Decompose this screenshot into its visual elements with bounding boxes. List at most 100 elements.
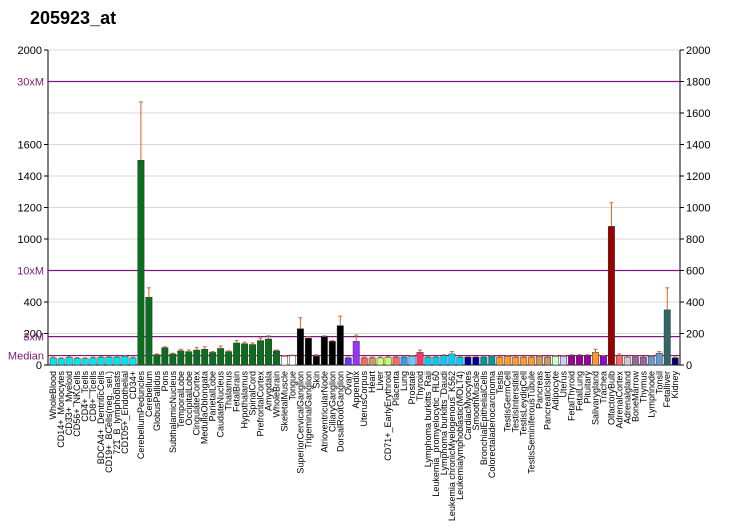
bar (615, 355, 623, 366)
category-label: PancreaticIslet (543, 371, 553, 431)
bar (480, 356, 488, 366)
bar (488, 356, 496, 366)
bar (504, 356, 512, 366)
bar (408, 356, 416, 366)
bar (225, 351, 233, 366)
category-label: Ovary (343, 371, 353, 396)
category-label: Cerebellum (144, 371, 154, 417)
category-label: CaudateNucleus (216, 371, 226, 438)
category-label: Trachea (598, 371, 608, 404)
bar (145, 297, 153, 366)
bar (177, 350, 185, 366)
bar (137, 160, 145, 366)
bar (432, 356, 440, 366)
category-label: GlobusPallidus (152, 371, 162, 432)
category-label: CD34+ (128, 371, 138, 399)
category-label: WholeBrain (271, 371, 281, 418)
bar (368, 357, 376, 366)
category-label: Leukemia chronicMyelogenous_K562 (447, 371, 457, 521)
bar (153, 354, 161, 366)
category-label: CardiacMyocytes (463, 371, 473, 441)
bar (472, 356, 480, 366)
right-tick-label: 1000 (686, 203, 710, 215)
bar (536, 356, 544, 366)
right-tick-label: 600 (686, 266, 704, 278)
bar (161, 347, 169, 366)
bar (528, 356, 536, 366)
bar (113, 356, 121, 366)
category-label: Pons (160, 371, 170, 392)
category-label: SpinalCord (248, 371, 258, 416)
category-label: CD19+_BCells(neg._sel.) (104, 371, 114, 473)
category-label: CingulateCortex (192, 371, 202, 436)
bar (209, 352, 217, 366)
bar (520, 356, 528, 366)
category-label: CD105+_Endothelial (120, 371, 130, 454)
category-label: MedullaOblongata (200, 371, 210, 444)
left-tick-label: 0 (36, 360, 42, 372)
bar (512, 356, 520, 366)
category-label: Thymus (638, 371, 648, 404)
bar (600, 356, 607, 366)
left-tick-label: 400 (24, 297, 42, 309)
category-label: Heart (367, 371, 377, 394)
category-label: Skin (311, 371, 321, 389)
category-label: TrigeminalGanglion (303, 371, 313, 449)
category-label: CD56+_NKCells (72, 371, 82, 437)
bar (265, 338, 272, 366)
bar (544, 356, 552, 366)
category-label: Tongue (287, 371, 297, 401)
bar (89, 357, 97, 366)
bar (288, 355, 296, 366)
category-label: FetalBrain (232, 371, 242, 412)
category-label: TestisSeminiferousTubule (527, 371, 537, 474)
category-label: CiliaryGanglion (327, 371, 337, 432)
bar (416, 352, 424, 366)
bar (663, 309, 671, 366)
category-label: FetalThyroid (567, 371, 577, 421)
bar (623, 356, 631, 366)
bar (73, 358, 81, 366)
bar (424, 356, 432, 366)
bar (249, 344, 256, 366)
bar (576, 355, 583, 366)
bar (328, 341, 336, 366)
bar (392, 356, 400, 366)
bar (49, 357, 57, 366)
category-label: CD33+_Myeloid (64, 371, 74, 435)
category-label: CD71+_EarlyErythroid (383, 371, 393, 461)
category-label: SuperiorCervicalGanglion (295, 371, 305, 474)
category-label: Pancreas (535, 371, 545, 410)
bar (241, 343, 249, 366)
category-label: Testis (495, 371, 505, 395)
category-label: Tonsil (654, 371, 664, 394)
bar (169, 353, 177, 366)
left-tick-label: 1200 (18, 203, 42, 215)
bar (273, 350, 280, 366)
bar (496, 356, 504, 366)
category-label: Thalamus (224, 371, 234, 411)
bar (448, 353, 456, 366)
category-label: DorsalRootGanglion (335, 371, 345, 452)
category-label: Colorectaladenocarcinoma (487, 371, 497, 478)
bar (121, 356, 129, 366)
bar (352, 341, 360, 366)
category-label: CD14+_Monocytes (56, 371, 66, 448)
bar (584, 355, 591, 366)
bar (336, 325, 344, 366)
right-tick-label: 2000 (686, 45, 710, 57)
bar (568, 355, 575, 366)
bar (607, 226, 615, 366)
left-tick-label: 1600 (18, 140, 42, 152)
category-label: Adipocyte (551, 371, 561, 411)
category-label: Liver (375, 371, 385, 391)
bar (185, 351, 193, 366)
bar (400, 356, 408, 366)
category-label: Hypothalamus (240, 371, 250, 429)
category-label: OccipitalLobe (184, 371, 194, 426)
right-tick-label: 1800 (686, 77, 710, 89)
category-label: SkeletalMuscle (279, 371, 289, 432)
category-label: CD8+_Tcells (88, 371, 98, 422)
left-tick-label: 2000 (18, 45, 42, 57)
bar (217, 348, 225, 366)
